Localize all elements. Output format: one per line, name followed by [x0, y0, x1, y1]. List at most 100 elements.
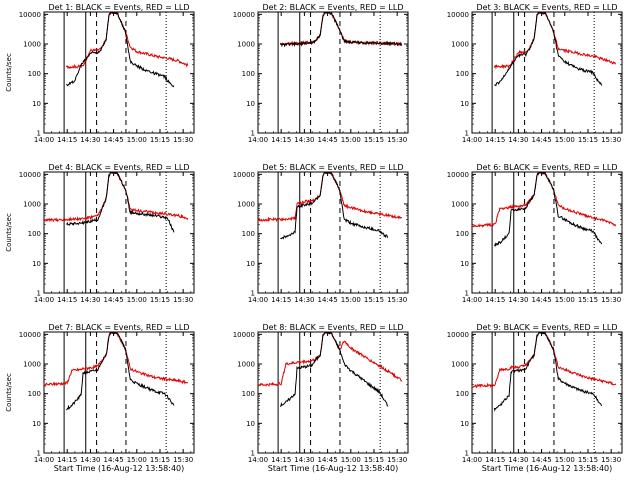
- y-tick-label: 1: [251, 130, 255, 138]
- y-tick-label: 1: [251, 450, 255, 458]
- chart-panel-3: Det 3: BLACK = Events, RED = LLD 1 10 100 10…: [447, 3, 623, 144]
- chart-panel-4: Det 4: BLACK = Events, RED = LLD 1 10 100 10…: [5, 163, 195, 304]
- x-tick-label: 15:15: [150, 456, 170, 464]
- plot-frame: [43, 331, 195, 454]
- plot-frame: [257, 171, 409, 294]
- x-tick-label: 14:15: [271, 136, 291, 144]
- y-tick-label: 10: [246, 100, 255, 108]
- y-tick-label: 10: [246, 260, 255, 268]
- events-series-line: [66, 172, 175, 233]
- plot-frame: [257, 11, 409, 134]
- x-tick-label: 14:00: [248, 296, 268, 304]
- x-tick-label: 14:15: [485, 296, 505, 304]
- x-tick-label: 14:15: [271, 456, 291, 464]
- x-tick-label: 15:15: [578, 136, 598, 144]
- x-tick-label: 14:00: [462, 136, 482, 144]
- x-tick-label: 15:30: [173, 136, 193, 144]
- x-tick-label: 14:15: [485, 136, 505, 144]
- chart-panel-9: Det 9: BLACK = Events, RED = LLD 1 10 100 10…: [447, 323, 623, 473]
- plot-frame: [43, 11, 195, 134]
- y-tick-label: 1000: [451, 201, 469, 209]
- events-series-line: [66, 12, 175, 88]
- x-tick-label: 14:00: [34, 136, 54, 144]
- x-tick-label: 14:30: [508, 136, 528, 144]
- x-tick-label: 14:15: [57, 296, 77, 304]
- x-tick-label: 15:00: [555, 456, 575, 464]
- x-tick-label: 14:45: [103, 456, 123, 464]
- events-series-line: [494, 172, 603, 247]
- x-tick-label: 15:30: [387, 296, 407, 304]
- y-axis-label: Counts/sec: [5, 373, 13, 412]
- chart-title: Det 1: BLACK = Events, RED = LLD: [49, 3, 190, 12]
- y-tick-label: 1: [465, 450, 469, 458]
- x-tick-label: 14:45: [317, 456, 337, 464]
- y-tick-label: 10000: [233, 11, 255, 19]
- x-tick-label: 14:45: [317, 296, 337, 304]
- lld-series-line: [493, 12, 617, 70]
- x-tick-label: 14:30: [508, 296, 528, 304]
- y-tick-label: 1: [37, 450, 41, 458]
- chart-title: Det 8: BLACK = Events, RED = LLD: [263, 323, 404, 332]
- x-tick-label: 15:30: [601, 136, 621, 144]
- y-tick-label: 100: [456, 70, 469, 78]
- chart-panel-8: Det 8: BLACK = Events, RED = LLD 1 10 100 10…: [233, 323, 409, 473]
- y-tick-label: 100: [242, 70, 255, 78]
- x-tick-label: 14:30: [294, 296, 314, 304]
- plot-frame: [257, 331, 409, 454]
- y-tick-label: 10000: [233, 171, 255, 179]
- chart-panel-5: Det 5: BLACK = Events, RED = LLD 1 10 100 10…: [233, 163, 409, 304]
- y-tick-label: 100: [242, 390, 255, 398]
- y-tick-label: 1000: [237, 41, 255, 49]
- chart-panel-1: Det 1: BLACK = Events, RED = LLD 1 10 100 10…: [5, 3, 195, 144]
- plot-frame: [471, 171, 623, 294]
- y-tick-label: 1000: [23, 201, 41, 209]
- y-tick-label: 10: [32, 260, 41, 268]
- x-tick-label: 14:15: [485, 456, 505, 464]
- y-tick-label: 10: [460, 420, 469, 428]
- y-tick-label: 1: [465, 290, 469, 298]
- y-axis-label: Counts/sec: [5, 53, 13, 92]
- y-tick-label: 100: [242, 230, 255, 238]
- x-tick-label: 15:30: [173, 296, 193, 304]
- y-tick-label: 1000: [23, 361, 41, 369]
- events-series-line: [279, 11, 403, 48]
- y-tick-label: 100: [28, 390, 41, 398]
- x-tick-label: 14:00: [248, 456, 268, 464]
- x-tick-label: 14:45: [531, 296, 551, 304]
- y-tick-label: 1000: [23, 41, 41, 49]
- x-tick-label: 14:00: [34, 296, 54, 304]
- x-tick-label: 14:45: [317, 136, 337, 144]
- x-tick-label: 15:30: [387, 136, 407, 144]
- y-tick-label: 10: [246, 420, 255, 428]
- chart-title: Det 4: BLACK = Events, RED = LLD: [49, 163, 190, 172]
- x-tick-label: 14:30: [294, 456, 314, 464]
- x-tick-label: 14:30: [80, 296, 100, 304]
- x-tick-label: 15:15: [578, 296, 598, 304]
- plot-frame: [43, 171, 195, 294]
- x-tick-label: 14:30: [294, 136, 314, 144]
- chart-title: Det 7: BLACK = Events, RED = LLD: [49, 323, 190, 332]
- x-tick-label: 14:30: [80, 456, 100, 464]
- chart-title: Det 3: BLACK = Events, RED = LLD: [477, 3, 618, 12]
- y-tick-label: 1000: [237, 201, 255, 209]
- x-tick-label: 14:15: [57, 456, 77, 464]
- x-tick-label: 15:30: [173, 456, 193, 464]
- y-tick-label: 100: [28, 230, 41, 238]
- lld-series-line: [65, 11, 189, 70]
- x-tick-label: 14:30: [80, 136, 100, 144]
- events-series-line: [493, 332, 603, 412]
- x-tick-label: 15:15: [150, 296, 170, 304]
- y-tick-label: 10: [32, 420, 41, 428]
- x-tick-label: 14:45: [531, 136, 551, 144]
- y-tick-label: 10: [460, 260, 469, 268]
- x-tick-label: 15:30: [601, 296, 621, 304]
- x-tick-label: 15:00: [127, 296, 147, 304]
- x-tick-label: 14:45: [531, 456, 551, 464]
- events-series-line: [66, 332, 175, 411]
- y-tick-label: 1: [465, 130, 469, 138]
- y-tick-label: 1000: [451, 361, 469, 369]
- y-tick-label: 10000: [447, 11, 469, 19]
- x-tick-label: 15:15: [364, 136, 384, 144]
- x-tick-label: 14:30: [508, 456, 528, 464]
